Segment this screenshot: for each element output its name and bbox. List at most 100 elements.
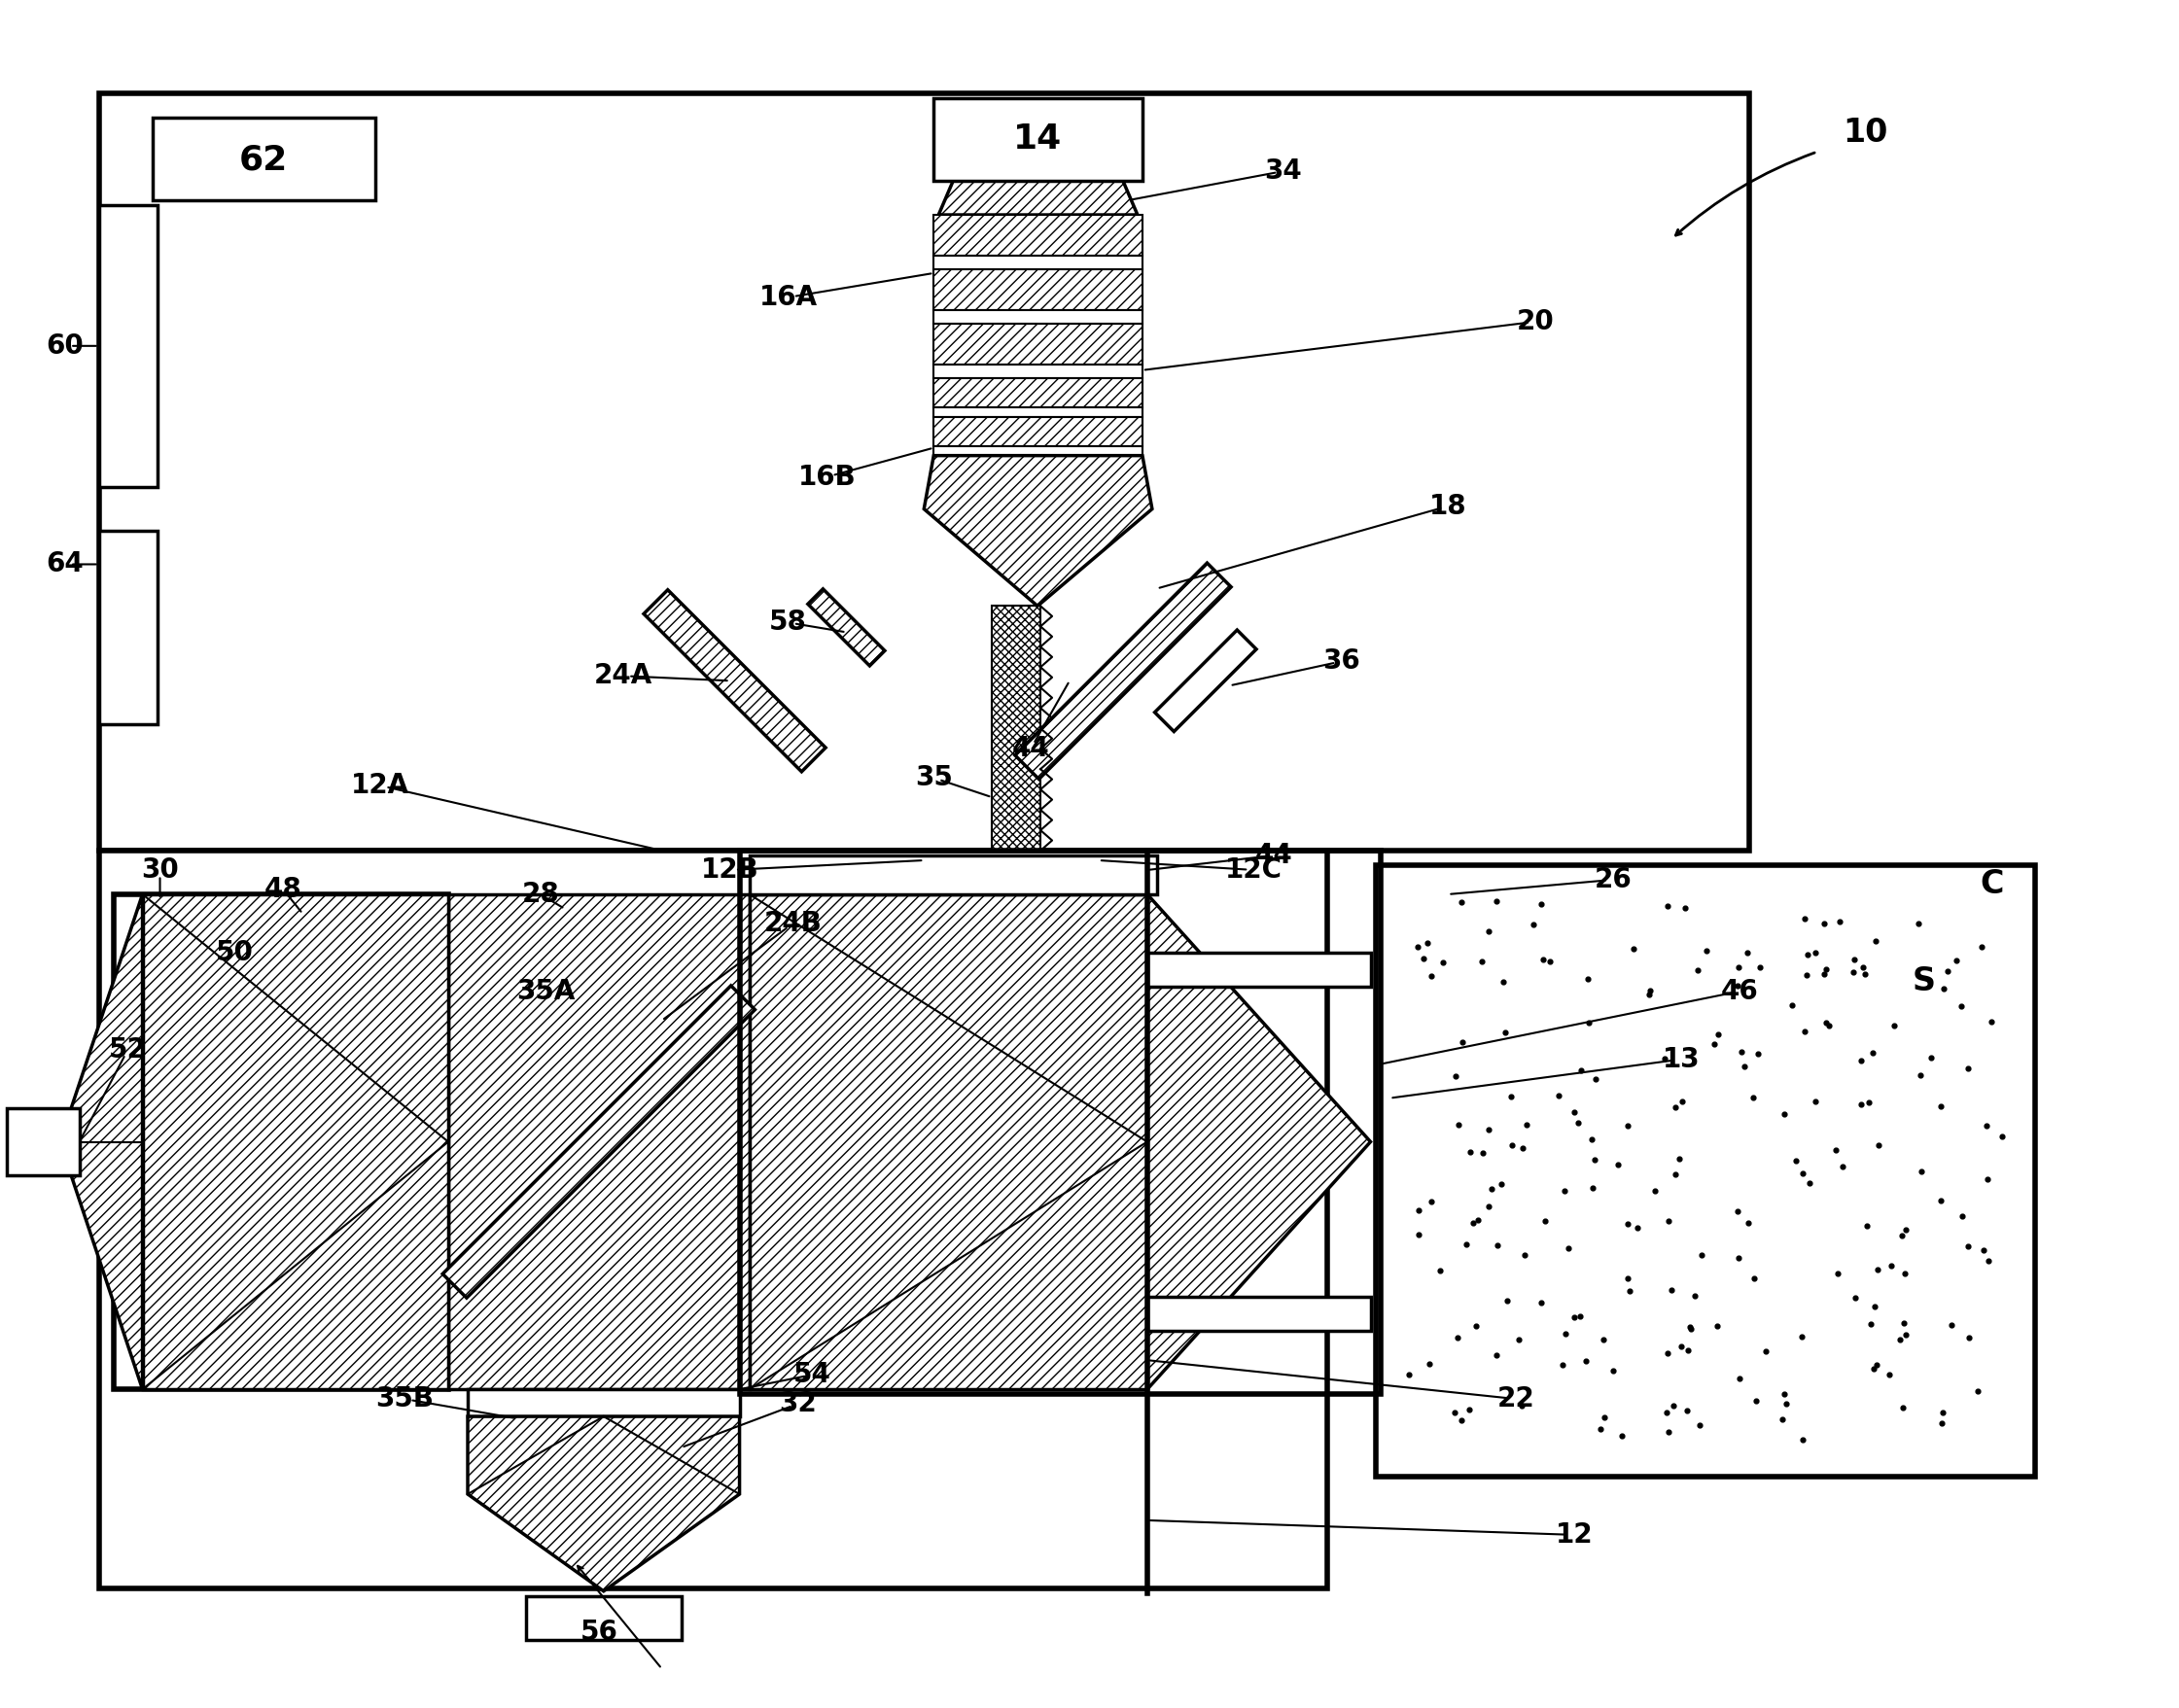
Bar bbox=[153, 118, 375, 200]
Bar bbox=[98, 529, 157, 724]
Point bbox=[1874, 1252, 1909, 1279]
Bar bbox=[468, 1389, 739, 1416]
Point bbox=[1765, 1406, 1800, 1433]
Text: 16B: 16B bbox=[798, 463, 856, 490]
Point bbox=[1556, 1098, 1591, 1126]
Text: 14: 14 bbox=[1013, 123, 1061, 155]
Point bbox=[1806, 960, 1841, 987]
Point bbox=[1798, 939, 1833, 967]
Point bbox=[1769, 1390, 1804, 1418]
Point bbox=[1819, 1136, 1854, 1163]
Point bbox=[1721, 1197, 1756, 1225]
Point bbox=[1730, 939, 1765, 967]
Point bbox=[1939, 946, 1974, 974]
Bar bbox=[933, 364, 1142, 377]
Point bbox=[1737, 1266, 1772, 1293]
Point bbox=[1656, 1392, 1691, 1419]
Point bbox=[1445, 1028, 1480, 1056]
Point bbox=[1669, 1397, 1704, 1424]
Point bbox=[1902, 1062, 1937, 1090]
Bar bbox=[933, 323, 1142, 364]
Point bbox=[1612, 1278, 1647, 1305]
Text: 56: 56 bbox=[580, 1617, 617, 1645]
Point bbox=[1504, 1392, 1538, 1419]
Bar bbox=[933, 407, 1142, 417]
Text: 44: 44 bbox=[1011, 734, 1050, 762]
Point bbox=[1944, 992, 1979, 1020]
Text: 46: 46 bbox=[1721, 977, 1758, 1004]
Point bbox=[1985, 1122, 2020, 1149]
Point bbox=[1569, 1348, 1604, 1375]
Point bbox=[1861, 1132, 1896, 1160]
Polygon shape bbox=[1015, 564, 1231, 779]
Bar bbox=[933, 417, 1142, 446]
Point bbox=[1843, 1090, 1878, 1117]
Bar bbox=[98, 94, 1750, 851]
Text: 20: 20 bbox=[1517, 307, 1554, 335]
Point bbox=[1532, 948, 1567, 975]
Point bbox=[1974, 1008, 2009, 1035]
Point bbox=[1787, 1018, 1822, 1045]
Point bbox=[1667, 895, 1702, 922]
Text: 24B: 24B bbox=[765, 910, 821, 938]
Point bbox=[1493, 1083, 1527, 1110]
Point bbox=[1883, 1325, 1918, 1353]
Point bbox=[1852, 1088, 1887, 1115]
Point bbox=[1610, 1112, 1645, 1139]
Text: 18: 18 bbox=[1429, 492, 1466, 519]
Point bbox=[1401, 1221, 1436, 1249]
Point bbox=[1650, 1339, 1684, 1366]
Polygon shape bbox=[1155, 630, 1257, 731]
Point bbox=[1506, 1134, 1541, 1161]
Text: 26: 26 bbox=[1595, 866, 1632, 893]
Point bbox=[1850, 1213, 1885, 1240]
Point bbox=[1682, 1411, 1717, 1438]
Point bbox=[1449, 1231, 1484, 1259]
Point bbox=[1872, 1361, 1907, 1389]
Point bbox=[1652, 1208, 1687, 1235]
Text: 12B: 12B bbox=[702, 856, 758, 883]
Point bbox=[1950, 1054, 1985, 1081]
Point bbox=[1767, 1380, 1802, 1407]
Bar bbox=[113, 895, 449, 1389]
Point bbox=[1652, 1418, 1687, 1445]
Point bbox=[1885, 1394, 1920, 1421]
Bar bbox=[739, 851, 1379, 1394]
Text: 30: 30 bbox=[142, 856, 179, 883]
Point bbox=[1724, 1038, 1758, 1066]
Bar bbox=[1148, 953, 1371, 987]
Bar bbox=[1148, 1296, 1371, 1331]
Text: 35A: 35A bbox=[516, 977, 575, 1004]
Point bbox=[1665, 1088, 1700, 1115]
Point bbox=[1789, 962, 1824, 989]
Point bbox=[1562, 1303, 1597, 1331]
Point bbox=[1809, 955, 1843, 982]
Point bbox=[1560, 1108, 1595, 1136]
Point bbox=[1924, 1399, 1959, 1426]
Point bbox=[1848, 960, 1883, 987]
Point bbox=[1523, 1290, 1558, 1317]
Point bbox=[1730, 1209, 1765, 1237]
Point bbox=[1488, 1018, 1523, 1045]
Text: 52: 52 bbox=[109, 1037, 146, 1062]
Point bbox=[1480, 888, 1514, 915]
Point bbox=[1556, 1303, 1591, 1331]
Point bbox=[1595, 1356, 1630, 1383]
Text: 16A: 16A bbox=[758, 284, 817, 311]
Polygon shape bbox=[442, 986, 754, 1298]
Text: C: C bbox=[1981, 869, 2005, 900]
Point bbox=[1952, 1324, 1987, 1351]
Point bbox=[1885, 1221, 1920, 1249]
Point bbox=[1931, 958, 1965, 986]
Polygon shape bbox=[1148, 895, 1371, 1389]
Point bbox=[1541, 1083, 1575, 1110]
Point bbox=[1473, 1175, 1508, 1202]
Point bbox=[1824, 1153, 1859, 1180]
Text: 32: 32 bbox=[778, 1390, 817, 1418]
Point bbox=[1798, 1088, 1833, 1115]
Text: 28: 28 bbox=[521, 881, 560, 909]
Point bbox=[1857, 1354, 1891, 1382]
Point bbox=[1811, 1011, 1846, 1038]
Point bbox=[1414, 1187, 1449, 1214]
Point bbox=[1571, 965, 1606, 992]
